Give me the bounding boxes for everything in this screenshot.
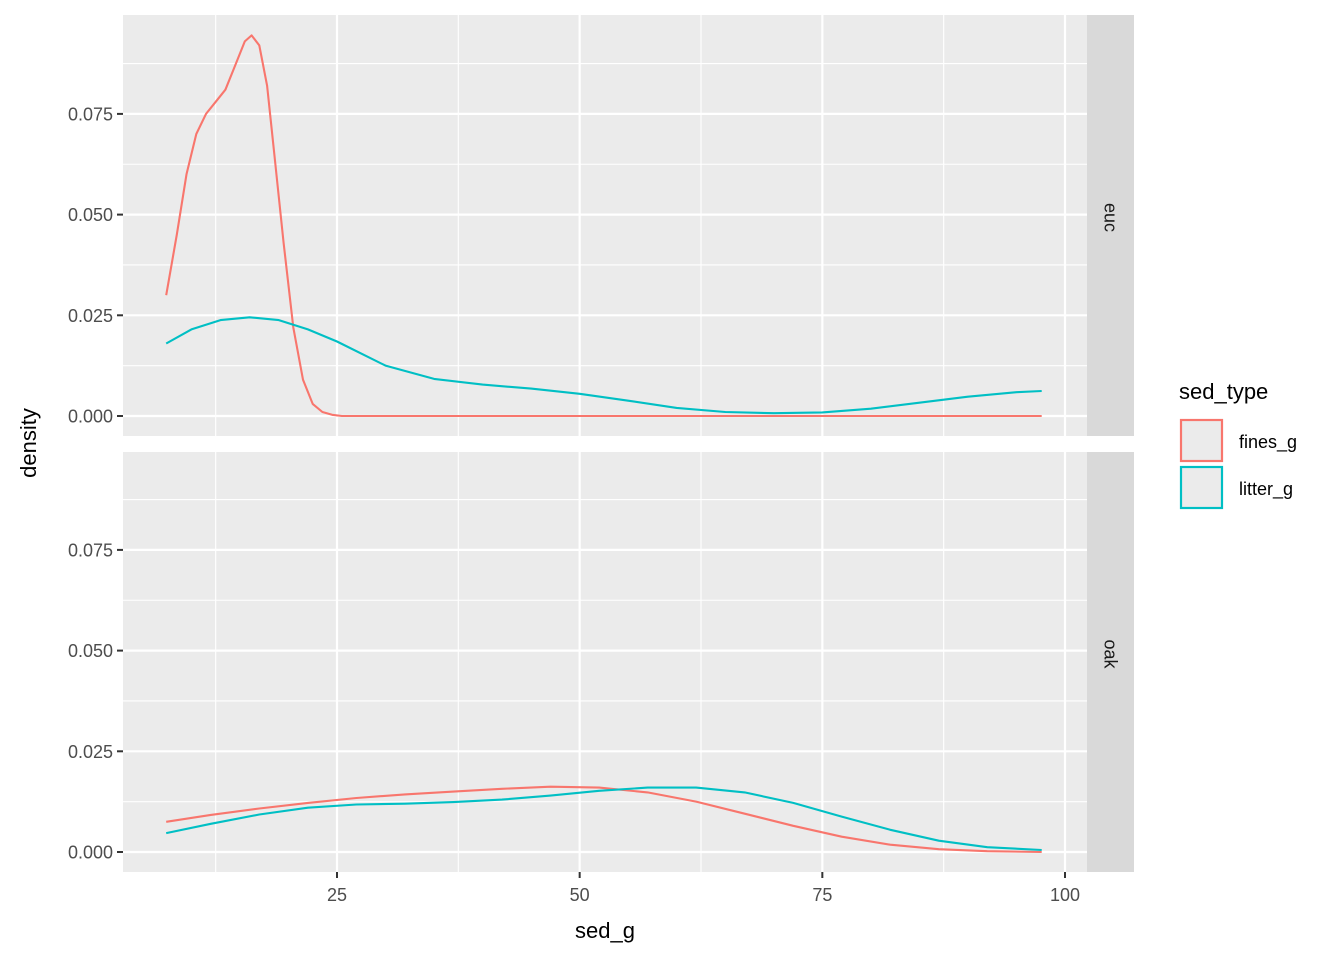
y-tick-label: 0.025 [68, 742, 113, 762]
x-tick-label: 75 [812, 885, 832, 905]
x-tick-label: 100 [1050, 885, 1080, 905]
panel-background [123, 15, 1087, 436]
y-tick-label: 0.000 [68, 407, 113, 427]
x-tick-label: 50 [570, 885, 590, 905]
y-axis-title: density [16, 408, 41, 478]
x-axis: 25 50 75 100 [327, 872, 1080, 905]
x-axis-title: sed_g [575, 918, 635, 943]
facet-panel-oak: 0.000 0.025 0.050 0.075 oak [68, 452, 1134, 872]
density-curve-litter_g [165, 316, 1042, 415]
y-tick-label: 0.075 [68, 104, 113, 124]
density-curve-fines_g [166, 785, 1042, 854]
facet-panel-euc: 0.000 0.025 0.050 0.075 euc [68, 15, 1134, 436]
legend-label-fines_g: fines_g [1239, 432, 1297, 453]
legend-key-litter_g [1179, 465, 1224, 510]
legend-key-fines_g [1179, 418, 1224, 463]
y-tick-label: 0.050 [68, 205, 113, 225]
y-tick-label: 0.000 [68, 843, 113, 863]
legend-title: sed_type [1179, 379, 1268, 404]
density-curve-litter_g [165, 786, 1042, 852]
y-tick-label: 0.025 [68, 306, 113, 326]
facet-strip [1087, 15, 1134, 436]
legend: sed_type fines_g litter_g [1179, 379, 1297, 510]
density-curve-fines_g [165, 34, 1042, 418]
facet-strip-label-oak: oak [1101, 639, 1121, 669]
y-tick-label: 0.050 [68, 641, 113, 661]
x-tick-label: 25 [327, 885, 347, 905]
facet-strip-label-euc: euc [1101, 203, 1121, 232]
legend-label-litter_g: litter_g [1239, 479, 1293, 500]
panel-background [123, 452, 1087, 872]
facet-strip [1087, 452, 1134, 872]
facet-panels: 0.0000.0250.0500.075euc0.0000.0250.0500.… [68, 15, 1134, 872]
y-tick-label: 0.075 [68, 540, 113, 560]
